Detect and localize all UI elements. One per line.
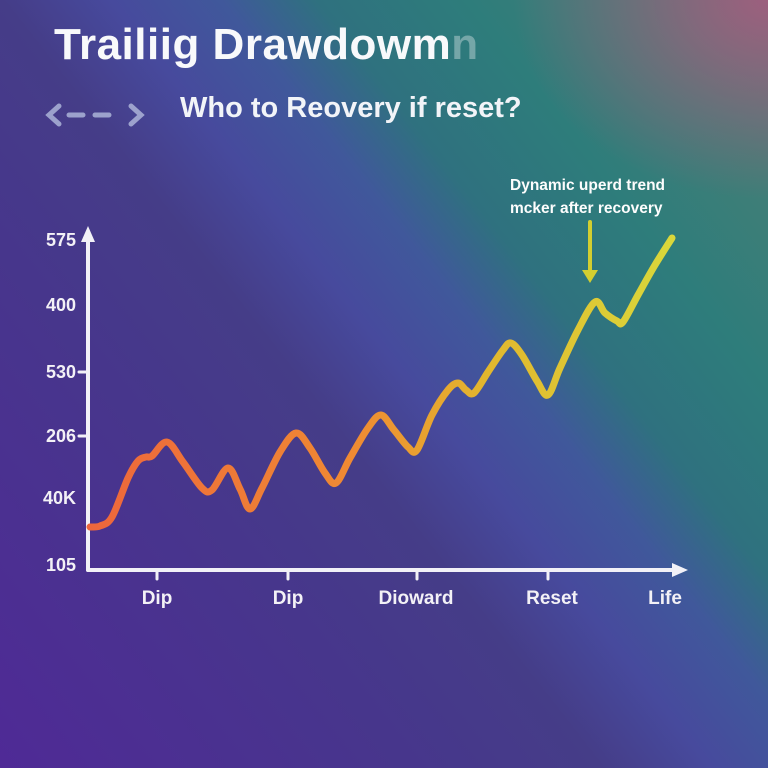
- chart-annotation: Dynamic uperd trend mcker after recovery: [510, 174, 665, 220]
- y-tick-label: 530: [46, 362, 76, 382]
- title-ghost-letter: n: [451, 20, 479, 69]
- title-main: Trailiig Drawdowm: [54, 20, 452, 69]
- x-axis-arrowhead: [672, 563, 688, 577]
- page-subtitle: Who to Reovery if reset?: [180, 92, 522, 124]
- y-tick-label: 40K: [43, 488, 76, 508]
- page-title: Trailiig Drawdowmn: [54, 20, 479, 70]
- x-tick-label: Reset: [526, 588, 578, 609]
- x-tick-label: Dip: [273, 588, 304, 609]
- y-tick-label: 105: [46, 555, 76, 575]
- x-tick-label: Dip: [142, 588, 173, 609]
- y-tick-label: 575: [46, 230, 76, 250]
- annotation-arrow-head: [582, 270, 598, 283]
- x-tick-label: Dioward: [379, 588, 454, 609]
- trailing-drawdown-curve: [86, 234, 676, 531]
- y-tick-label: 206: [46, 426, 76, 446]
- y-tick-label: 400: [46, 295, 76, 315]
- annotation-line2: mcker after recovery: [510, 200, 663, 217]
- y-axis-arrowhead: [81, 226, 95, 242]
- x-tick-label: Life: [648, 588, 682, 609]
- annotation-line1: Dynamic uperd trend: [510, 177, 666, 194]
- dashed-double-arrow-icon: [45, 103, 145, 127]
